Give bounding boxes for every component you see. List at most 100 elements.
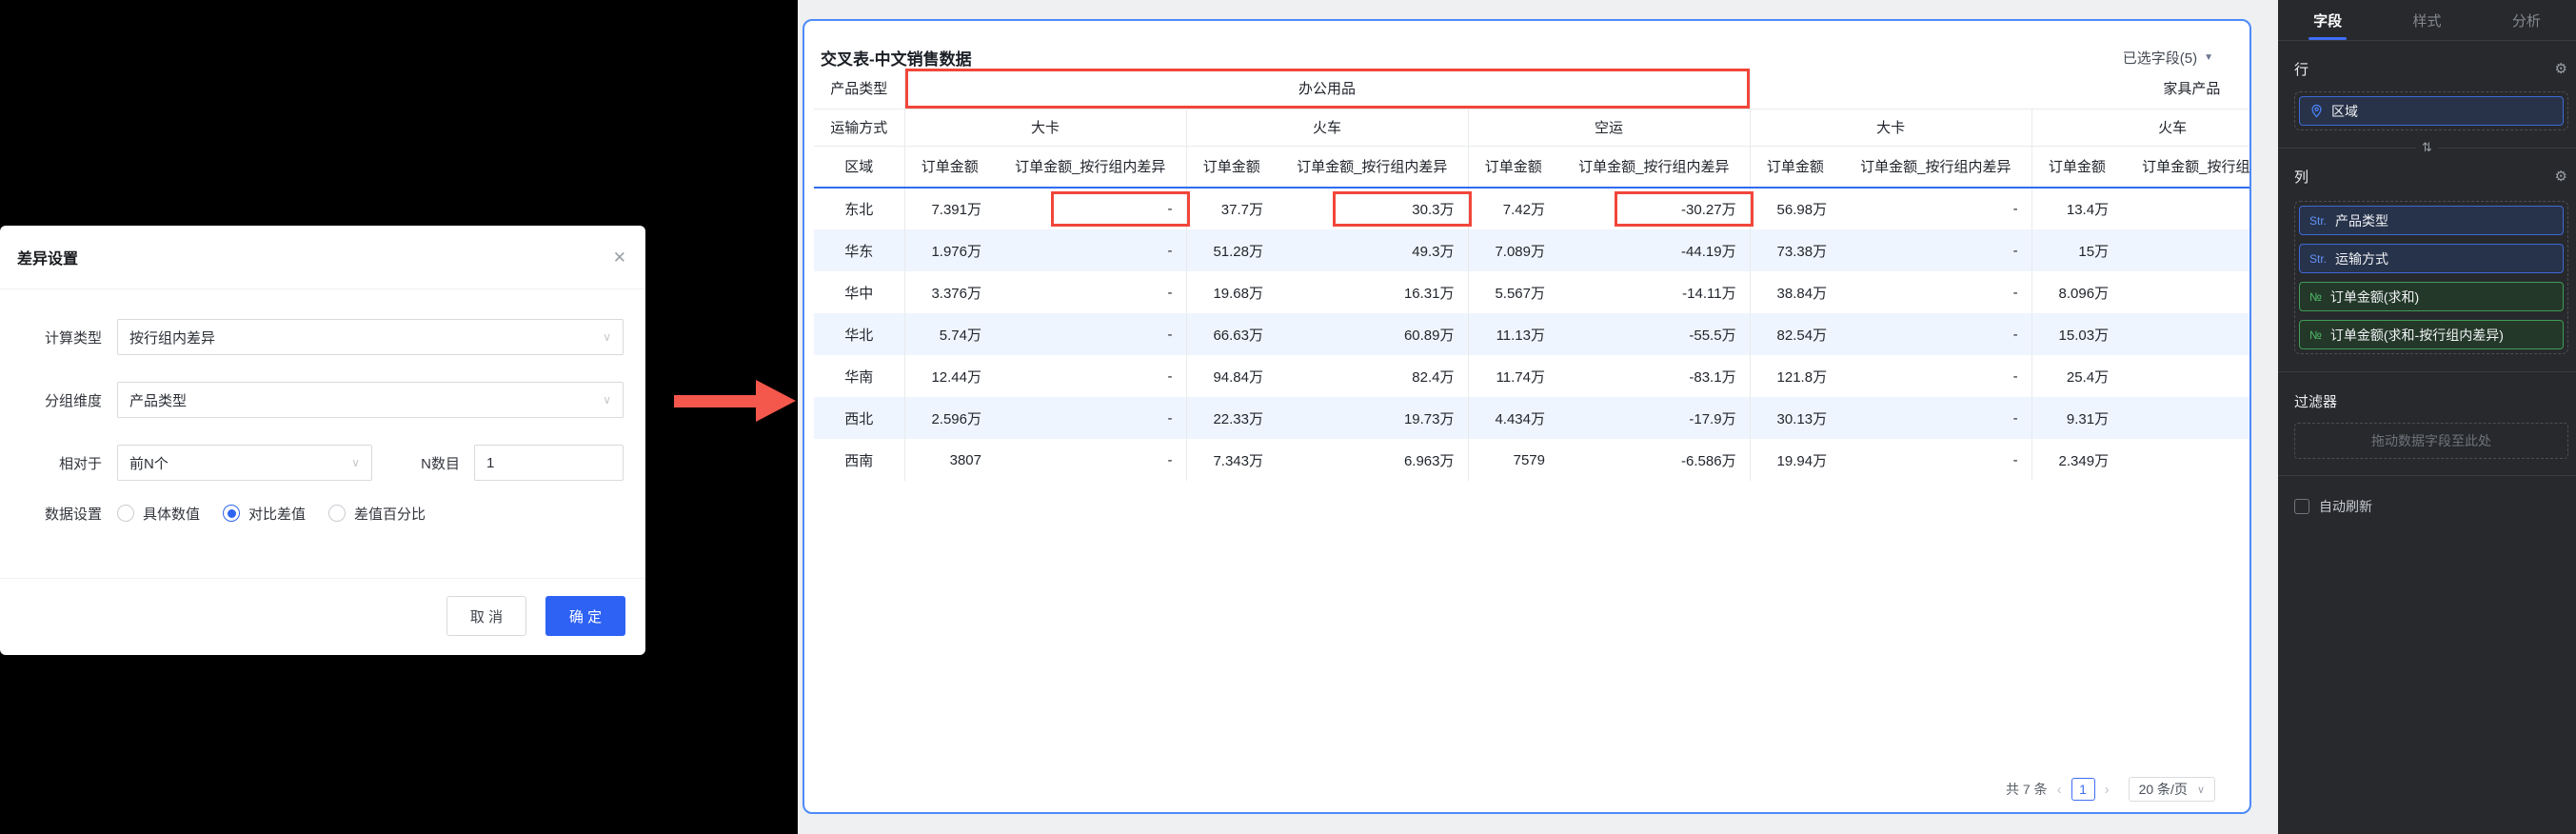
region-cell: 东北 [814,188,905,229]
amount-value-cell: 3807 [949,451,981,468]
diff-value-cell: - [995,355,1187,397]
calc-type-select[interactable]: 按行组内差异 ∨ [117,319,624,355]
auto-refresh-checkbox[interactable] [2294,499,2309,514]
field-pill[interactable]: 区域 [2299,96,2564,126]
amount-value-cell: 11.74万 [1496,368,1545,386]
pagination-total: 共 7 条 [2006,782,2048,797]
diff-header-cell: 订单金额_按行组内差异 [1558,146,1751,189]
product-type-label-cell: 产品类型 [814,69,905,109]
tab-字段[interactable]: 字段 [2278,0,2377,40]
amount-header-cell: 订单金额 [1468,146,1558,189]
difference-settings-dialog: 差异设置 ✕ 计算类型 按行组内差异 ∨ 分组维度 产品类型 ∨ 相对于 前N个… [0,226,645,655]
transport-label-cell: 运输方式 [814,109,905,147]
amount-value-cell: 2.596万 [904,397,995,439]
chevron-down-icon: ∨ [603,330,611,344]
dialog-footer: 取 消 确 定 [0,578,645,655]
page-size-value: 20 条/页 [2138,782,2188,797]
swap-rows-cols-icon[interactable]: ⇅ [2422,140,2432,154]
diff-header-cell: 订单金额_按行组内差异 [1277,146,1469,189]
amount-value-cell: 5.74万 [904,313,995,355]
region-cell: 华中 [814,271,905,313]
cols-section-header: 列 ⚙ [2278,167,2576,187]
region-cell: 华东 [814,229,905,271]
product-group-furniture[interactable]: 家具产品 [1750,69,2249,109]
red-highlight-box [1050,191,1190,227]
amount-value-cell: 15万 [2031,229,2123,271]
measure-header-row: 区域 订单金额 订单金额_按行组内差异 订单金额 订单金额_按行组内差异 订单金额 订单金… [814,146,2249,189]
field-pill-label: 运输方式 [2335,250,2389,267]
diff-value-cell [2122,397,2249,439]
gear-icon[interactable]: ⚙ [2554,61,2567,77]
filter-section-title: 过滤器 [2294,394,2338,410]
region-label-cell: 区域 [814,146,905,189]
rows-drop-area: 区域 [2294,91,2568,130]
rows-section-header: 行 ⚙ [2278,59,2576,79]
string-type-icon: Str. [2309,213,2328,228]
diff-value-cell: - [1840,313,2032,355]
field-pill[interactable]: Str. 产品类型 [2299,206,2564,235]
dialog-header: 差异设置 ✕ [0,226,645,289]
table-row: 西南 3807-7.343万 6.963万 7579 -6.586万 19.94万 -2.3… [814,439,2249,481]
region-cell: 西南 [814,439,905,481]
field-pill[interactable]: № 订单金额(求和-按行组内差异) [2299,320,2564,349]
product-group-office[interactable]: 办公用品 [904,69,1751,109]
selected-fields-dropdown[interactable]: 已选字段(5) ▼ [2123,48,2213,68]
diff-value-cell: -14.11万 [1558,271,1751,313]
amount-value-cell: 2.349万 [2058,452,2110,469]
tab-样式[interactable]: 样式 [2412,12,2442,30]
cols-section-title: 列 [2294,169,2309,186]
amount-value-cell: 73.38万 [1750,229,1841,271]
arrow-shaft [674,395,756,407]
amount-value-cell: 25.4万 [2066,368,2110,386]
group-dim-select[interactable]: 产品类型 ∨ [117,382,624,418]
close-icon[interactable]: ✕ [612,248,626,267]
relative-select[interactable]: 前N个 ∨ [117,445,372,481]
amount-value-cell: 19.94万 [1776,452,1828,469]
calc-type-label: 计算类型 [44,329,102,347]
amount-header-cell: 订单金额 [1186,146,1277,189]
diff-value-cell: - [995,313,1187,355]
prev-page-icon[interactable]: ‹ [2056,781,2062,798]
swap-divider: ⇅ [2278,140,2576,154]
table-row: 华南 12.44万 -94.84万 82.4万 11.74万 -83.1万 121.8万 -2… [814,355,2249,397]
amount-value-cell: 8.096万 [2058,285,2110,302]
diff-value-cell: -44.19万 [1558,229,1751,271]
transport-header-cell: 大卡 [1750,109,2032,147]
diff-value-cell: - [995,229,1187,271]
diff-value-cell [2122,355,2249,397]
page-number-button[interactable]: 1 [2071,778,2095,801]
chevron-down-icon: ∨ [603,393,611,407]
confirm-button[interactable]: 确 定 [545,596,625,636]
arrow-head [756,380,796,422]
diff-value-cell: - [995,188,1190,229]
next-page-icon[interactable]: › [2104,781,2110,798]
diff-value-cell: - [1840,271,2032,313]
diff-value-cell: - [1840,188,2032,229]
radio-option[interactable]: 具体数值 [117,504,200,524]
radio-circle-icon [117,505,134,522]
gear-icon[interactable]: ⚙ [2554,169,2567,185]
diff-value-cell: - [995,439,1187,481]
field-pill[interactable]: Str. 运输方式 [2299,244,2564,273]
divider [2278,371,2576,372]
page-size-select[interactable]: 20 条/页 ∨ [2128,777,2215,802]
crosstab-table: 产品类型 办公用品 家具产品 运输方式 大卡 火车 空运 大卡 火车 区域 订单金额 订单… [814,69,2249,481]
number-type-icon: № [2309,328,2322,342]
amount-value-cell: 56.98万 [1776,202,1828,218]
amount-value-cell: 7.089万 [1468,229,1558,271]
amount-value-cell: 19.68万 [1213,285,1263,302]
group-dim-label: 分组维度 [44,392,102,409]
auto-refresh-label: 自动刷新 [2319,499,2372,514]
table-row: 华中 3.376万 -19.68万 16.31万 5.567万 -14.11万 38.84万… [814,271,2249,313]
tab-分析[interactable]: 分析 [2511,12,2541,30]
radio-option[interactable]: 差值百分比 [328,504,426,524]
diff-header-cell: 订单金额_按行组内差异 [995,146,1187,189]
cancel-button[interactable]: 取 消 [446,596,526,636]
auto-refresh-toggle[interactable]: 自动刷新 [2294,497,2576,516]
data-setting-row: 数据设置 具体数值 对比差值 差值百分比 [0,502,624,525]
filter-dropzone[interactable]: 拖动数据字段至此处 [2294,423,2568,459]
field-pill[interactable]: № 订单金额(求和) [2299,282,2564,311]
radio-option[interactable]: 对比差值 [223,504,306,524]
region-cell: 西北 [814,397,905,439]
n-count-input[interactable]: 1 [474,445,624,481]
